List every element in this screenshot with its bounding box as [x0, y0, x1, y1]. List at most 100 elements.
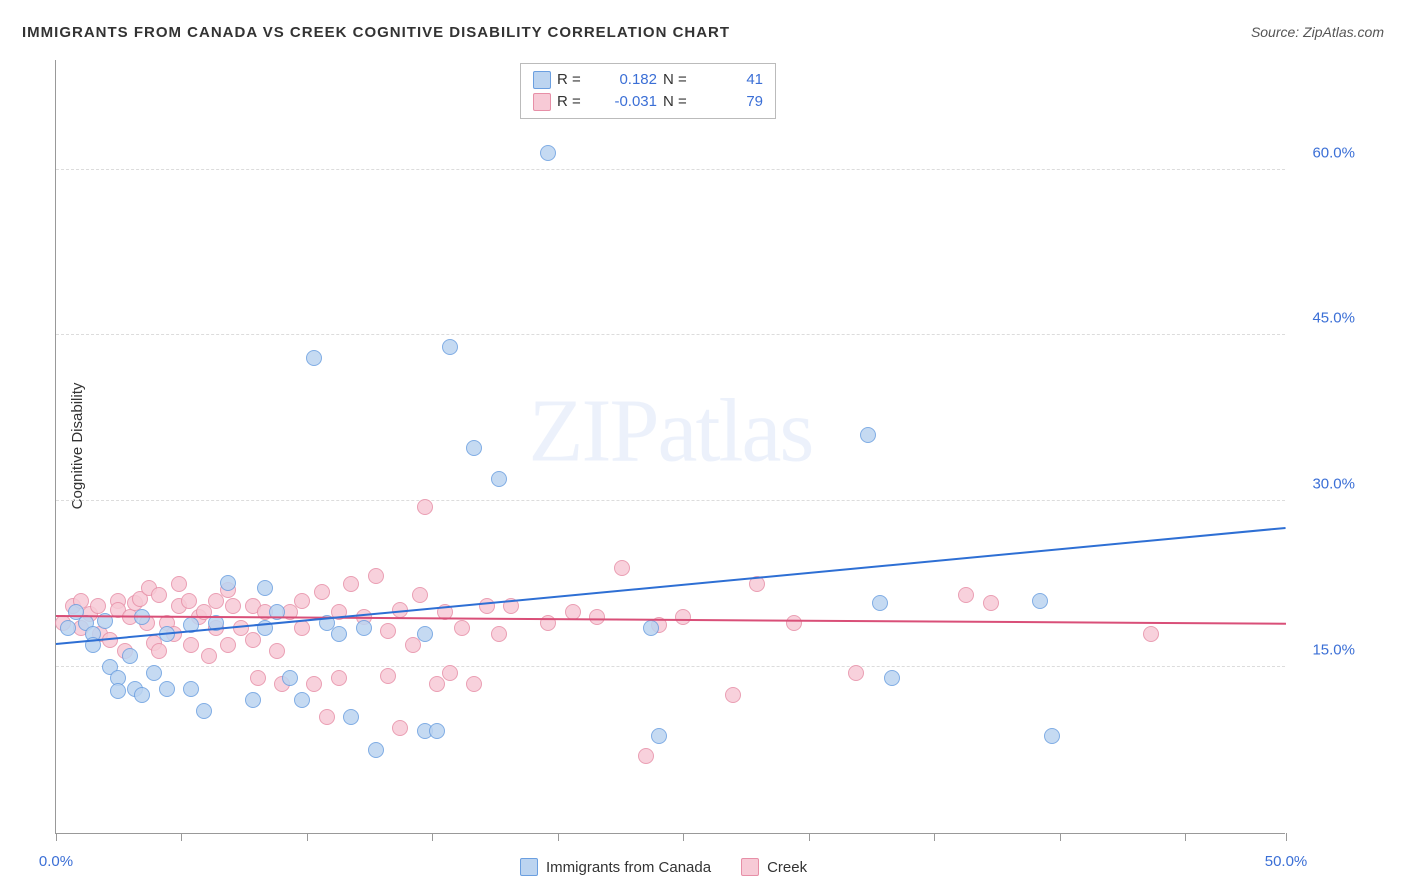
data-point-blue [60, 620, 76, 636]
data-point-blue [282, 670, 298, 686]
legend-row-pink: R = -0.031 N = 79 [533, 91, 763, 113]
data-point-blue [540, 145, 556, 161]
data-point-pink [442, 665, 458, 681]
data-point-pink [314, 584, 330, 600]
swatch-pink-icon [741, 858, 759, 876]
chart-title: IMMIGRANTS FROM CANADA VS CREEK COGNITIV… [22, 24, 730, 41]
data-point-pink [983, 595, 999, 611]
data-point-pink [958, 587, 974, 603]
data-point-pink [171, 576, 187, 592]
r-label: R = [557, 91, 591, 113]
ytick-label: 15.0% [1312, 642, 1355, 659]
data-point-pink [786, 615, 802, 631]
data-point-pink [294, 620, 310, 636]
data-point-pink [250, 670, 266, 686]
n-value-blue: 41 [703, 69, 763, 91]
data-point-pink [225, 598, 241, 614]
r-label: R = [557, 69, 591, 91]
swatch-blue [533, 71, 551, 89]
data-point-blue [1044, 728, 1060, 744]
gridline [56, 334, 1285, 335]
data-point-pink [319, 709, 335, 725]
series-legend: Immigrants from Canada Creek [520, 858, 807, 876]
xtick-mark [432, 833, 433, 841]
data-point-pink [725, 687, 741, 703]
data-point-blue [257, 580, 273, 596]
data-point-blue [643, 620, 659, 636]
xtick-mark [307, 833, 308, 841]
data-point-pink [417, 499, 433, 515]
ytick-label: 60.0% [1312, 144, 1355, 161]
data-point-blue [417, 626, 433, 642]
data-point-blue [183, 681, 199, 697]
correlation-legend: R = 0.182 N = 41 R = -0.031 N = 79 [520, 63, 776, 119]
xtick-mark [181, 833, 182, 841]
data-point-pink [201, 648, 217, 664]
xtick-mark [1060, 833, 1061, 841]
trendline-blue [56, 527, 1286, 645]
data-point-blue [110, 683, 126, 699]
data-point-blue [134, 687, 150, 703]
data-point-pink [343, 576, 359, 592]
data-point-pink [183, 637, 199, 653]
data-point-blue [491, 471, 507, 487]
watermark-thin: atlas [658, 382, 813, 481]
data-point-pink [392, 720, 408, 736]
data-point-pink [294, 593, 310, 609]
watermark: ZIPatlas [529, 380, 813, 483]
data-point-pink [181, 593, 197, 609]
data-point-blue [860, 427, 876, 443]
ytick-label: 45.0% [1312, 310, 1355, 327]
legend-label-pink: Creek [767, 859, 807, 876]
n-label: N = [663, 91, 697, 113]
data-point-blue [1032, 593, 1048, 609]
data-point-blue [466, 440, 482, 456]
data-point-blue [245, 692, 261, 708]
data-point-blue [220, 575, 236, 591]
swatch-blue-icon [520, 858, 538, 876]
legend-row-blue: R = 0.182 N = 41 [533, 69, 763, 91]
data-point-blue [442, 339, 458, 355]
data-point-pink [1143, 626, 1159, 642]
xtick-mark [558, 833, 559, 841]
data-point-pink [269, 643, 285, 659]
data-point-pink [412, 587, 428, 603]
data-point-pink [306, 676, 322, 692]
xtick-label: 0.0% [39, 853, 73, 870]
n-label: N = [663, 69, 697, 91]
xtick-label: 50.0% [1265, 853, 1308, 870]
source-attribution: Source: ZipAtlas.com [1251, 24, 1384, 40]
data-point-blue [651, 728, 667, 744]
xtick-mark [1286, 833, 1287, 841]
n-value-pink: 79 [703, 91, 763, 113]
data-point-pink [614, 560, 630, 576]
data-point-pink [368, 568, 384, 584]
data-point-blue [122, 648, 138, 664]
data-point-pink [491, 626, 507, 642]
data-point-pink [454, 620, 470, 636]
swatch-pink [533, 93, 551, 111]
scatter-plot-area: ZIPatlas 15.0%30.0%45.0%60.0%0.0%50.0% [55, 60, 1285, 834]
data-point-blue [368, 742, 384, 758]
gridline [56, 169, 1285, 170]
xtick-mark [1185, 833, 1186, 841]
data-point-blue [159, 681, 175, 697]
xtick-mark [683, 833, 684, 841]
data-point-pink [220, 637, 236, 653]
data-point-blue [884, 670, 900, 686]
ytick-label: 30.0% [1312, 476, 1355, 493]
data-point-pink [380, 668, 396, 684]
data-point-blue [331, 626, 347, 642]
data-point-pink [479, 598, 495, 614]
xtick-mark [809, 833, 810, 841]
legend-item-pink: Creek [741, 858, 807, 876]
data-point-blue [196, 703, 212, 719]
data-point-blue [306, 350, 322, 366]
r-value-blue: 0.182 [597, 69, 657, 91]
data-point-pink [848, 665, 864, 681]
data-point-blue [294, 692, 310, 708]
data-point-blue [872, 595, 888, 611]
data-point-pink [466, 676, 482, 692]
xtick-mark [56, 833, 57, 841]
watermark-bold: ZIP [529, 382, 658, 481]
